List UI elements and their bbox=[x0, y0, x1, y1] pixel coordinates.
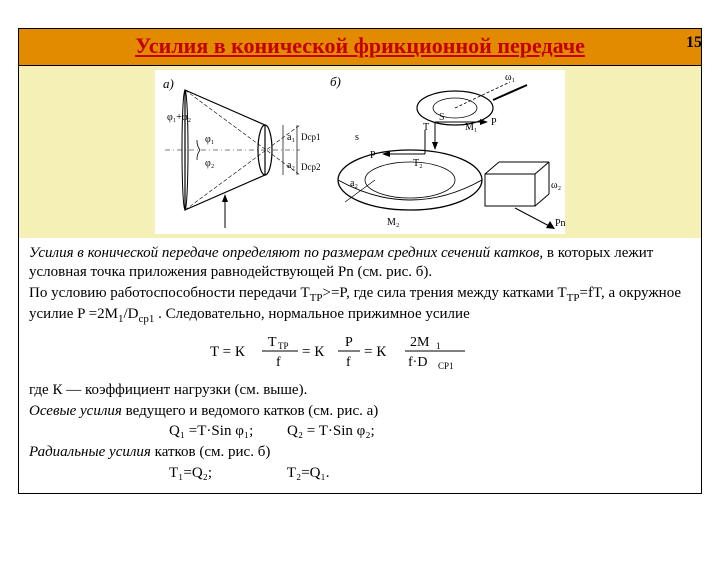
eq-axial: Q₁ =T·Sin φ₁; Q₂ = T·Sin φ₂; bbox=[29, 422, 691, 441]
fig-label-b: б) bbox=[330, 74, 341, 89]
a1-label: a₁ bbox=[287, 132, 295, 143]
para-5: Радиальные усилия катков (см. рис. б) bbox=[29, 443, 691, 462]
svg-text:= К: = К bbox=[302, 344, 325, 360]
svg-text:f·D: f·D bbox=[408, 355, 427, 370]
T-label: T bbox=[423, 122, 429, 133]
page-number: 15 bbox=[686, 34, 702, 52]
para-3: где К — коэффициент нагрузки (см. выше). bbox=[29, 381, 691, 400]
svg-text:T: T bbox=[268, 335, 277, 350]
svg-text:ТР: ТР bbox=[278, 341, 289, 351]
eq-radial: T₁=Q₂; T₂=Q₁. bbox=[29, 464, 691, 483]
P-label-bot: P bbox=[370, 150, 376, 161]
svg-text:1: 1 bbox=[436, 341, 441, 351]
Dcp2-label: Dср2 bbox=[301, 162, 321, 172]
P-label-top: P bbox=[491, 117, 497, 128]
phi2-label: φ₂ bbox=[205, 158, 214, 169]
a2-label: a₂ bbox=[287, 160, 295, 171]
main-formula: T = К TТР f = К P f = К 2M 1 f·D СР1 bbox=[29, 331, 691, 377]
svg-text:= К: = К bbox=[364, 344, 387, 360]
Pn-label: Pn bbox=[555, 218, 565, 229]
figure-area: а) φ₁ φ₂ φ₁+φ₂ a₁ a₂ Dср1 Dср2 б) ω₁ bbox=[18, 66, 702, 238]
a2-label2: a₂ bbox=[350, 178, 358, 189]
svg-text:f: f bbox=[346, 355, 351, 370]
M2-label: M₂ bbox=[387, 217, 399, 228]
S-label: S bbox=[439, 112, 445, 123]
para-2: По условию работоспособности передачи TТ… bbox=[29, 284, 691, 328]
body-text: Усилия в конической передаче определяют … bbox=[18, 238, 702, 494]
title-bar: Усилия в конической фрикционной передаче bbox=[18, 28, 702, 66]
w1-label: ω₁ bbox=[505, 72, 515, 83]
conical-friction-diagram: а) φ₁ φ₂ φ₁+φ₂ a₁ a₂ Dср1 Dср2 б) ω₁ bbox=[155, 70, 565, 234]
para-1: Усилия в конической передаче определяют … bbox=[29, 244, 691, 282]
w2-label: ω₂ bbox=[551, 180, 561, 191]
fig-label-a: а) bbox=[163, 76, 174, 91]
svg-text:T = К: T = К bbox=[210, 344, 246, 360]
svg-text:СР1: СР1 bbox=[438, 361, 454, 371]
phi3-label: φ₁+φ₂ bbox=[167, 112, 191, 123]
phi1-label: φ₁ bbox=[205, 134, 214, 145]
page-title: Усилия в конической фрикционной передаче bbox=[135, 33, 585, 58]
s-label-small: s bbox=[355, 132, 359, 143]
svg-text:P: P bbox=[345, 335, 353, 350]
M1-label: M₁ bbox=[465, 122, 477, 133]
Dcp1-label: Dср1 bbox=[301, 132, 321, 142]
svg-text:2M: 2M bbox=[410, 335, 430, 350]
para-4: Осевые усилия ведущего и ведомого катков… bbox=[29, 402, 691, 421]
T2-label: T₂ bbox=[413, 158, 423, 169]
svg-text:f: f bbox=[276, 355, 281, 370]
